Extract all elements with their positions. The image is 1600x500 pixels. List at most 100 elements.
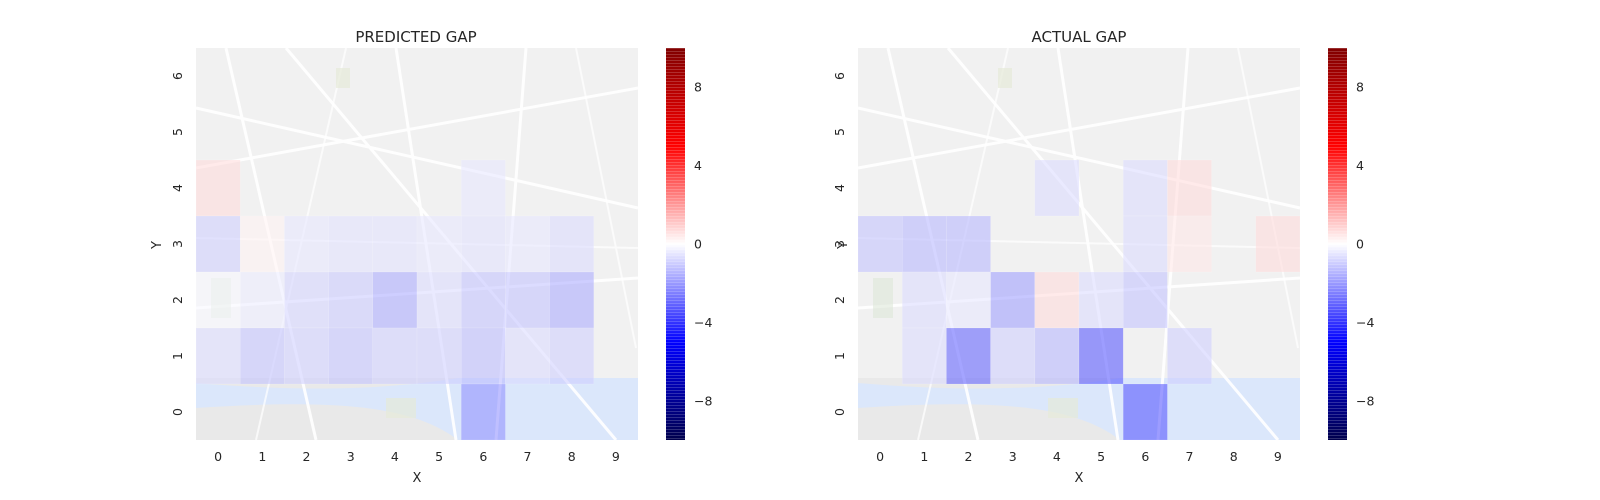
x-tick-label: 1 [258,449,266,464]
heatmap-cell [1034,159,1080,217]
heatmap-cell [239,271,285,329]
y-ticks: 0 1 2 3 4 5 6 [170,72,185,416]
heatmap-cell [1122,383,1168,441]
x-tick-label: 4 [1053,449,1061,464]
panel-title: PREDICTED GAP [355,28,476,46]
heatmap-cell [195,215,241,273]
x-axis-label: X [1075,471,1084,486]
x-tick-label: 9 [1274,449,1282,464]
heatmap-cell [1122,215,1168,273]
heatmap-cell [946,327,991,385]
y-tick-label: 1 [832,352,847,360]
x-axis-label: X [413,471,422,486]
y-axis-label: Y [150,241,165,250]
heatmap-cell [505,271,550,329]
x-tick-label: 0 [876,449,884,464]
heatmap-cell [460,271,506,329]
heatmap-cell [284,327,329,385]
heatmap-cell [1034,271,1080,329]
x-tick-label: 3 [347,449,355,464]
heatmap-cell [416,271,462,329]
heatmap-cell [1122,271,1168,329]
y-tick-label: 0 [832,408,847,416]
heatmap-cells [857,159,1301,441]
colorbar-tick-label: −8 [694,393,712,408]
heatmap-cell [549,327,595,385]
y-tick-label: 6 [170,72,185,80]
heatmap-cell [195,159,241,217]
x-tick-label: 7 [1186,449,1194,464]
heatmap-cell [195,271,241,329]
heatmap-cell [505,327,550,385]
colorbar-ticks: 8 4 0 −4 −8 [694,80,712,409]
y-axis-label: Y [836,241,851,250]
heatmap-cell [239,215,285,273]
y-tick-label: 4 [170,184,185,192]
x-ticks: 0 1 2 3 4 5 6 7 8 9 [214,449,620,464]
heatmap-cell [549,215,595,273]
y-tick-label: 3 [832,240,847,248]
heatmap-cell [416,215,462,273]
y-tick-label: 5 [832,128,847,136]
y-tick-label: 5 [170,128,185,136]
x-tick-label: 2 [303,449,311,464]
y-ticks: 0 1 2 3 4 5 6 [832,72,847,416]
heatmap-cell [990,271,1036,329]
heatmap-cell [990,327,1036,385]
x-tick-label: 8 [1230,449,1238,464]
heatmap-cell [549,271,595,329]
heatmap-cell [328,271,374,329]
heatmap-cell [460,383,506,441]
x-tick-label: 6 [1141,449,1149,464]
colorbar-tick-label: 8 [694,80,702,95]
x-tick-label: 5 [1097,449,1105,464]
y-tick-label: 6 [832,72,847,80]
colorbar-tick-label: 4 [1356,158,1364,173]
heatmap-cell [1078,271,1124,329]
heatmap-cell [1122,159,1168,217]
colorbar-tick-label: 8 [1356,80,1364,95]
y-tick-label: 0 [170,408,185,416]
heatmap-cell [1167,215,1212,273]
heatmap-cell [284,215,329,273]
colorbar-tick-label: −4 [1356,315,1374,330]
x-tick-label: 3 [1009,449,1017,464]
heatmap-cell [901,327,947,385]
heatmap-cell [328,327,374,385]
heatmap-cell [857,215,903,273]
heatmap-cell [1167,159,1212,217]
heatmap-cell [505,215,550,273]
x-tick-label: 6 [479,449,487,464]
colorbar-tick-label: 0 [694,237,702,252]
heatmap-cell [195,327,241,385]
heatmap-cell [328,215,374,273]
y-tick-label: 3 [170,240,185,248]
x-tick-label: 0 [214,449,222,464]
colorbar: 8 4 0 −4 −8 [1328,48,1374,440]
x-tick-label: 9 [612,449,620,464]
panel-actual: ACTUAL GAP 0 1 2 3 4 5 6 7 8 9 0 1 2 3 4 5 6 X Y 8 4 0 −4 −… [832,28,1374,486]
heatmap-cell [416,327,462,385]
heatmap-cell [372,327,418,385]
heatmap-cell [946,271,991,329]
x-tick-label: 1 [920,449,928,464]
x-tick-label: 2 [965,449,973,464]
colorbar-tick-label: 0 [1356,237,1364,252]
x-tick-label: 7 [524,449,532,464]
y-tick-label: 2 [832,296,847,304]
colorbar: 8 4 0 −4 −8 [666,48,712,440]
x-tick-label: 8 [568,449,576,464]
heatmap-cell [946,215,991,273]
heatmap-cell [1078,327,1124,385]
x-tick-label: 4 [391,449,399,464]
colorbar-tick-label: −4 [694,315,712,330]
heatmap-cell [372,271,418,329]
y-tick-label: 2 [170,296,185,304]
heatmap-cell [1167,327,1212,385]
heatmap-cell [460,159,506,217]
heatmap-cells [195,159,595,441]
heatmap-cell [901,215,947,273]
x-ticks: 0 1 2 3 4 5 6 7 8 9 [876,449,1282,464]
